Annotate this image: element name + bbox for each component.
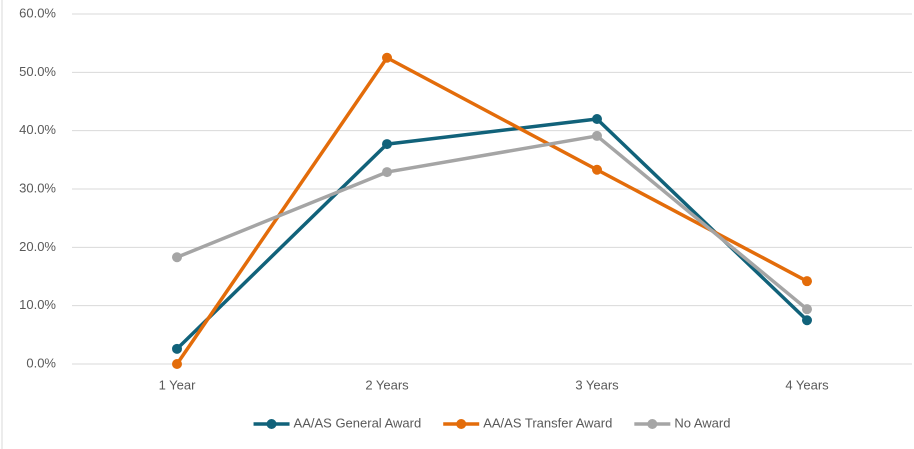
legend-marker <box>647 419 658 429</box>
x-tick-label: 3 Years <box>575 377 619 392</box>
data-point <box>382 139 392 150</box>
y-tick-label: 50.0% <box>19 64 56 79</box>
data-point <box>802 276 812 287</box>
series-line <box>175 56 808 365</box>
data-point <box>802 304 812 315</box>
y-tick-label: 30.0% <box>19 180 56 195</box>
legend-label: AA/AS Transfer Award <box>483 415 612 430</box>
data-point <box>172 359 182 369</box>
y-tick-label: 40.0% <box>19 122 56 137</box>
data-point <box>172 252 182 263</box>
y-tick-label: 0.0% <box>26 355 56 370</box>
legend-label: No Award <box>674 415 730 430</box>
legend-marker <box>266 419 277 429</box>
y-tick-label: 10.0% <box>19 297 56 312</box>
y-tick-label: 20.0% <box>19 239 56 254</box>
data-point <box>592 164 602 175</box>
series-line <box>176 134 809 311</box>
legend-label: AA/AS General Award <box>294 415 422 430</box>
legend-marker <box>456 419 467 429</box>
data-point <box>592 114 602 124</box>
data-point <box>382 52 392 63</box>
series-line <box>175 117 809 351</box>
data-point <box>172 343 182 354</box>
legend: AA/AS General Award AA/AS Transfer Award N… <box>253 415 730 430</box>
x-tick-label: 2 Years <box>365 377 409 392</box>
x-tick-label: 4 Years <box>785 377 829 392</box>
data-point <box>802 315 812 326</box>
x-tick-label: 1 Year <box>159 377 197 392</box>
y-tick-label: 60.0% <box>19 5 56 20</box>
data-point <box>592 130 602 141</box>
data-point <box>382 167 392 178</box>
